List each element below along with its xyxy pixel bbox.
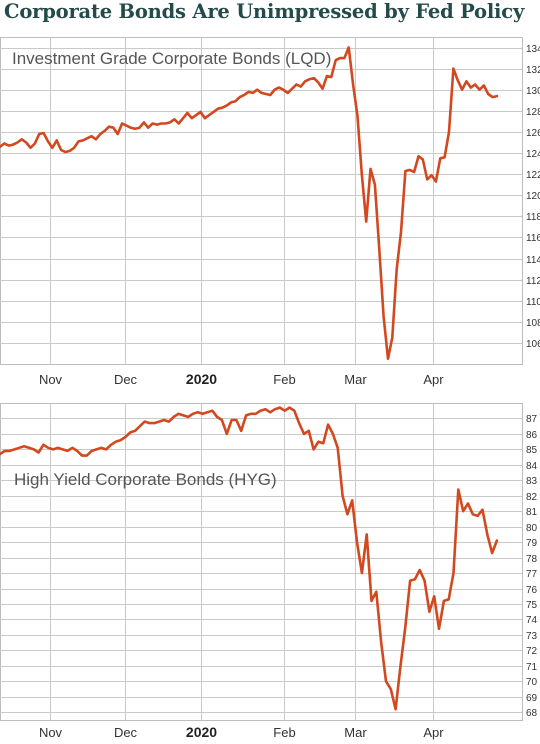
y-tick-label: 85 xyxy=(526,445,538,456)
series-line xyxy=(0,406,499,711)
page-title: Corporate Bonds Are Unimpressed by Fed P… xyxy=(4,0,525,23)
lqd-chart: 106 108 110 112 114 116 118 120 122 124 126 128 130 1… xyxy=(0,37,540,387)
y-tick-label: 80 xyxy=(526,523,538,534)
y-tick-label: 72 xyxy=(526,646,538,657)
x-tick-label: Nov xyxy=(39,372,63,387)
y-tick-label: 128 xyxy=(526,107,540,118)
y-tick-label: 86 xyxy=(526,430,538,441)
y-tick-label: 76 xyxy=(526,585,538,596)
chart-title: High Yield Corporate Bonds (HYG) xyxy=(14,470,277,489)
y-tick-label: 81 xyxy=(526,507,538,518)
y-tick-label: 124 xyxy=(526,149,540,160)
y-tick-label: 114 xyxy=(526,255,540,266)
y-tick-label: 84 xyxy=(526,461,538,472)
series-line xyxy=(0,46,499,361)
y-tick-label: 120 xyxy=(526,191,540,202)
y-tick-label: 110 xyxy=(526,297,540,308)
y-tick-label: 122 xyxy=(526,170,540,181)
y-tick-label: 130 xyxy=(526,86,540,97)
y-tick-label: 75 xyxy=(526,600,538,611)
y-tick-label: 68 xyxy=(526,708,538,719)
y-tick-label: 106 xyxy=(526,339,540,350)
y-tick-label: 78 xyxy=(526,554,538,565)
y-tick-label: 116 xyxy=(526,233,540,244)
x-tick-label: Dec xyxy=(114,725,138,740)
y-tick-label: 87 xyxy=(526,414,538,425)
y-tick-label: 71 xyxy=(526,662,538,673)
x-tick-label: 2020 xyxy=(186,371,217,387)
y-tick-label: 108 xyxy=(526,318,540,329)
x-tick-label: Feb xyxy=(273,372,295,387)
y-tick-label: 77 xyxy=(526,569,538,580)
y-tick-label: 69 xyxy=(526,693,538,704)
y-tick-label: 118 xyxy=(526,212,540,223)
y-tick-label: 134 xyxy=(526,44,540,55)
y-tick-label: 73 xyxy=(526,631,538,642)
y-tick-label: 82 xyxy=(526,492,538,503)
x-tick-label: 2020 xyxy=(186,724,217,740)
y-tick-label: 70 xyxy=(526,677,538,688)
x-tick-label: Apr xyxy=(423,725,444,740)
y-tick-label: 83 xyxy=(526,476,538,487)
x-tick-label: Dec xyxy=(114,372,138,387)
hyg-chart: 68 69 70 71 72 73 74 75 76 77 78 79 80 81 82 83 84 85 86 87… xyxy=(0,403,538,740)
y-tick-label: 132 xyxy=(526,65,540,76)
x-tick-label: Mar xyxy=(344,725,367,740)
x-tick-label: Mar xyxy=(344,372,367,387)
y-tick-label: 79 xyxy=(526,538,538,549)
y-tick-label: 126 xyxy=(526,128,540,139)
plot-frame xyxy=(0,37,523,365)
x-tick-label: Nov xyxy=(39,725,63,740)
x-tick-label: Feb xyxy=(273,725,295,740)
x-tick-label: Apr xyxy=(423,372,444,387)
chart-title: Investment Grade Corporate Bonds (LQD) xyxy=(12,49,331,68)
plot-frame xyxy=(0,403,523,721)
y-tick-label: 112 xyxy=(526,276,540,287)
y-tick-label: 74 xyxy=(526,615,538,626)
